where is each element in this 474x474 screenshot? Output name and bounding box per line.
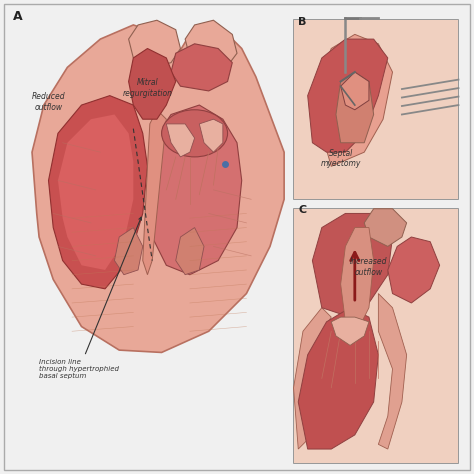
Polygon shape xyxy=(331,317,369,346)
Polygon shape xyxy=(341,72,369,110)
Polygon shape xyxy=(312,213,392,317)
Polygon shape xyxy=(176,228,204,275)
Polygon shape xyxy=(317,35,392,166)
Text: Septal
myectomy: Septal myectomy xyxy=(320,149,361,168)
Polygon shape xyxy=(298,308,378,449)
Text: Incision line
through hypertrophied
basal septum: Incision line through hypertrophied basa… xyxy=(39,217,141,379)
Polygon shape xyxy=(32,25,284,353)
Polygon shape xyxy=(199,119,223,152)
Text: Mitral
regurgitation: Mitral regurgitation xyxy=(122,78,173,98)
Polygon shape xyxy=(341,228,374,327)
Polygon shape xyxy=(48,96,147,289)
Polygon shape xyxy=(388,237,439,303)
Polygon shape xyxy=(128,48,176,119)
Polygon shape xyxy=(364,209,407,246)
Text: Reduced
outflow: Reduced outflow xyxy=(32,92,65,112)
Polygon shape xyxy=(378,293,407,449)
Text: B: B xyxy=(298,17,307,27)
Polygon shape xyxy=(166,124,195,157)
FancyBboxPatch shape xyxy=(293,20,458,199)
Polygon shape xyxy=(293,209,458,463)
Text: A: A xyxy=(13,10,23,23)
Polygon shape xyxy=(293,308,331,449)
Polygon shape xyxy=(58,115,133,270)
FancyBboxPatch shape xyxy=(4,4,470,470)
Polygon shape xyxy=(185,20,237,72)
Polygon shape xyxy=(128,20,181,67)
Polygon shape xyxy=(147,105,242,275)
Polygon shape xyxy=(336,72,374,143)
Text: Increased
outflow: Increased outflow xyxy=(350,257,388,277)
Text: C: C xyxy=(298,205,306,216)
Polygon shape xyxy=(115,228,143,275)
Ellipse shape xyxy=(162,110,228,157)
Polygon shape xyxy=(293,20,458,199)
Polygon shape xyxy=(143,110,166,275)
Polygon shape xyxy=(171,44,232,91)
FancyBboxPatch shape xyxy=(293,209,458,463)
Polygon shape xyxy=(308,39,388,152)
